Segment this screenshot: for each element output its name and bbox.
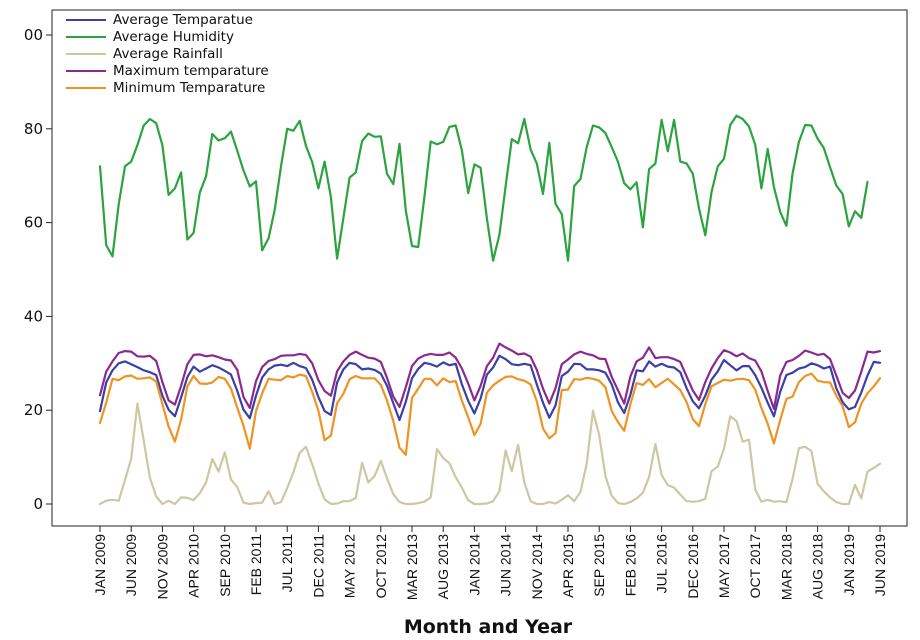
y-tick-label: 60 [24,214,43,232]
legend-label: Average Temparatue [113,12,253,28]
x-tick-label: JAN 2009 [92,534,108,596]
x-tick-label: NOV 2009 [154,534,170,600]
x-tick-label: NOV 2014 [529,534,545,600]
x-tick-label: JUN 2014 [498,534,514,596]
y-tick-label: 80 [24,120,43,138]
x-tick-label: FEB 2016 [622,534,638,596]
x-tick-label: MAY 2012 [342,534,358,598]
x-tick-label: MAY 2017 [716,534,732,598]
x-tick-label: DEC 2011 [310,534,326,598]
x-tick-label: AUG 2013 [435,534,451,600]
x-tick-label: JUN 2009 [123,534,139,596]
x-axis-title: Month and Year [404,616,573,638]
x-tick-label: DEC 2016 [685,534,701,599]
series-layer [98,114,882,506]
x-tick-label: OCT 2012 [373,534,389,599]
legend-label: Average Humidity [113,29,234,45]
x-tick-label: AUG 2018 [810,534,826,600]
x-tick-label: MAR 2013 [404,534,420,600]
x-tick-label: JUN 2019 [872,534,888,596]
legend-label: Maximum temparature [113,63,269,79]
y-tick-label: 20 [24,401,43,419]
y-tick-label: 0 [33,495,43,513]
y-tick-label: 40 [24,307,43,325]
series-line-average-rainfall [98,402,882,506]
series-line-minimum-temparature [98,372,882,456]
x-tick-label: SEP 2010 [217,534,233,597]
x-tick-label: JAN 2019 [841,534,857,596]
legend-box [60,11,336,107]
x-tick-label: MAR 2018 [778,534,794,600]
x-tick-label: APR 2010 [186,534,202,598]
x-tick-label: FEB 2011 [248,534,264,595]
x-axis: JAN 2009 JUN 2009 NOV 2009 APR 2010 SEP 2010… [92,526,888,600]
y-tick-label: 00 [24,26,43,44]
x-tick-label: JUL 2011 [279,534,295,593]
x-tick-label: JUL 2016 [654,534,670,594]
series-line-maximum-temparature [98,342,882,410]
x-tick-label: SEP 2015 [591,534,607,597]
series-line-average-humidity [98,114,869,262]
series-line-average-temparatue [98,354,882,422]
x-tick-label: APR 2015 [560,534,576,598]
x-tick-label: JAN 2014 [466,534,482,596]
x-tick-label: OCT 2017 [747,534,763,599]
legend-label: Average Rainfall [113,46,223,62]
legend-label: Minimum Temparature [113,80,265,96]
y-axis: 0 20 40 60 80 00 [24,26,52,513]
